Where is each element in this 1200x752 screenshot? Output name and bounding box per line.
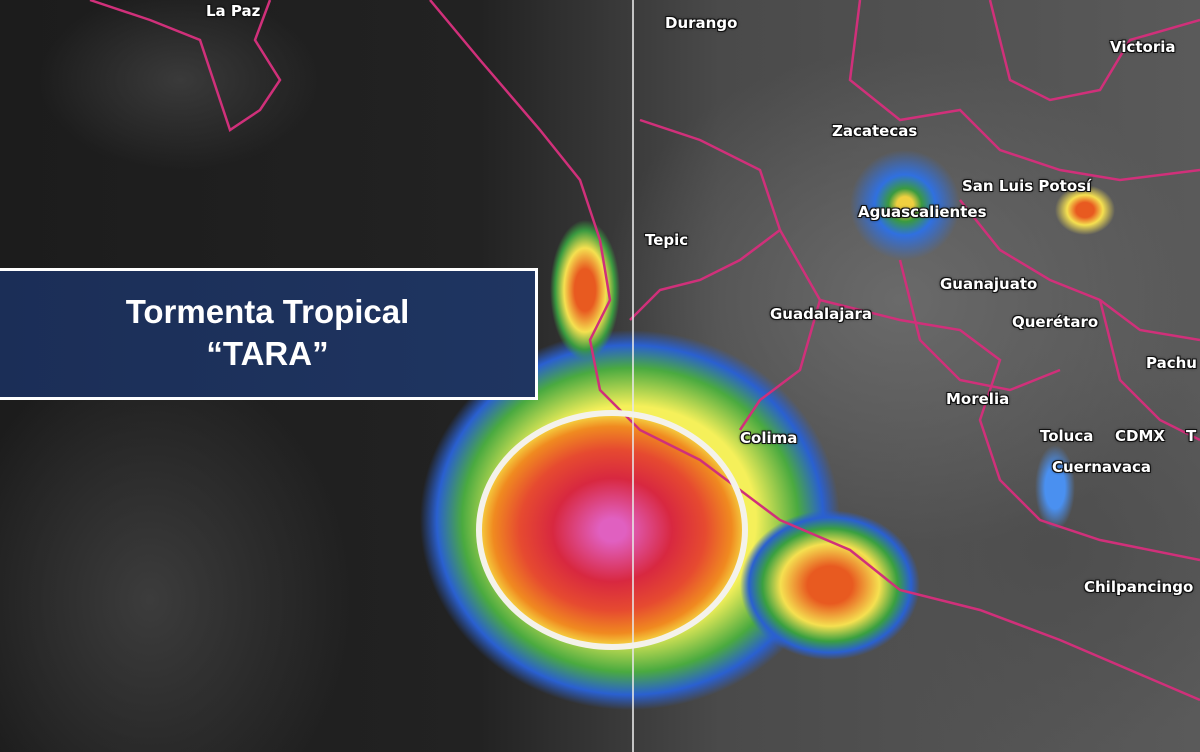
city-label: Zacatecas: [832, 122, 918, 140]
rain-cell: [850, 150, 960, 260]
city-label: Colima: [740, 429, 798, 447]
storm-name: “TARA”: [206, 335, 329, 372]
city-label: San Luis Potosí: [962, 177, 1092, 195]
city-label: Morelia: [946, 390, 1010, 408]
storm-highlight-circle: [476, 410, 748, 650]
city-label: La Paz: [206, 2, 261, 20]
city-label: T: [1186, 427, 1197, 445]
storm-title-banner: Tormenta Tropical “TARA”: [0, 268, 538, 400]
storm-band: [740, 510, 920, 660]
city-label: Cuernavaca: [1052, 458, 1151, 476]
rain-cell: [1055, 185, 1115, 235]
city-label: Guanajuato: [940, 275, 1038, 293]
city-label: Victoria: [1110, 38, 1176, 56]
rain-cell: [1035, 445, 1075, 530]
city-label: CDMX: [1115, 427, 1165, 445]
city-label: Aguascalientes: [858, 203, 987, 221]
grid-line: [632, 0, 634, 752]
city-label: Tepic: [645, 231, 689, 249]
city-label: Guadalajara: [770, 305, 873, 323]
banner-title: Tormenta Tropical: [125, 293, 410, 330]
city-label: Querétaro: [1012, 313, 1099, 331]
city-label: Chilpancingo: [1084, 578, 1194, 596]
city-label: Pachu: [1146, 354, 1197, 372]
city-label: Durango: [665, 14, 738, 32]
city-label: Toluca: [1040, 427, 1094, 445]
